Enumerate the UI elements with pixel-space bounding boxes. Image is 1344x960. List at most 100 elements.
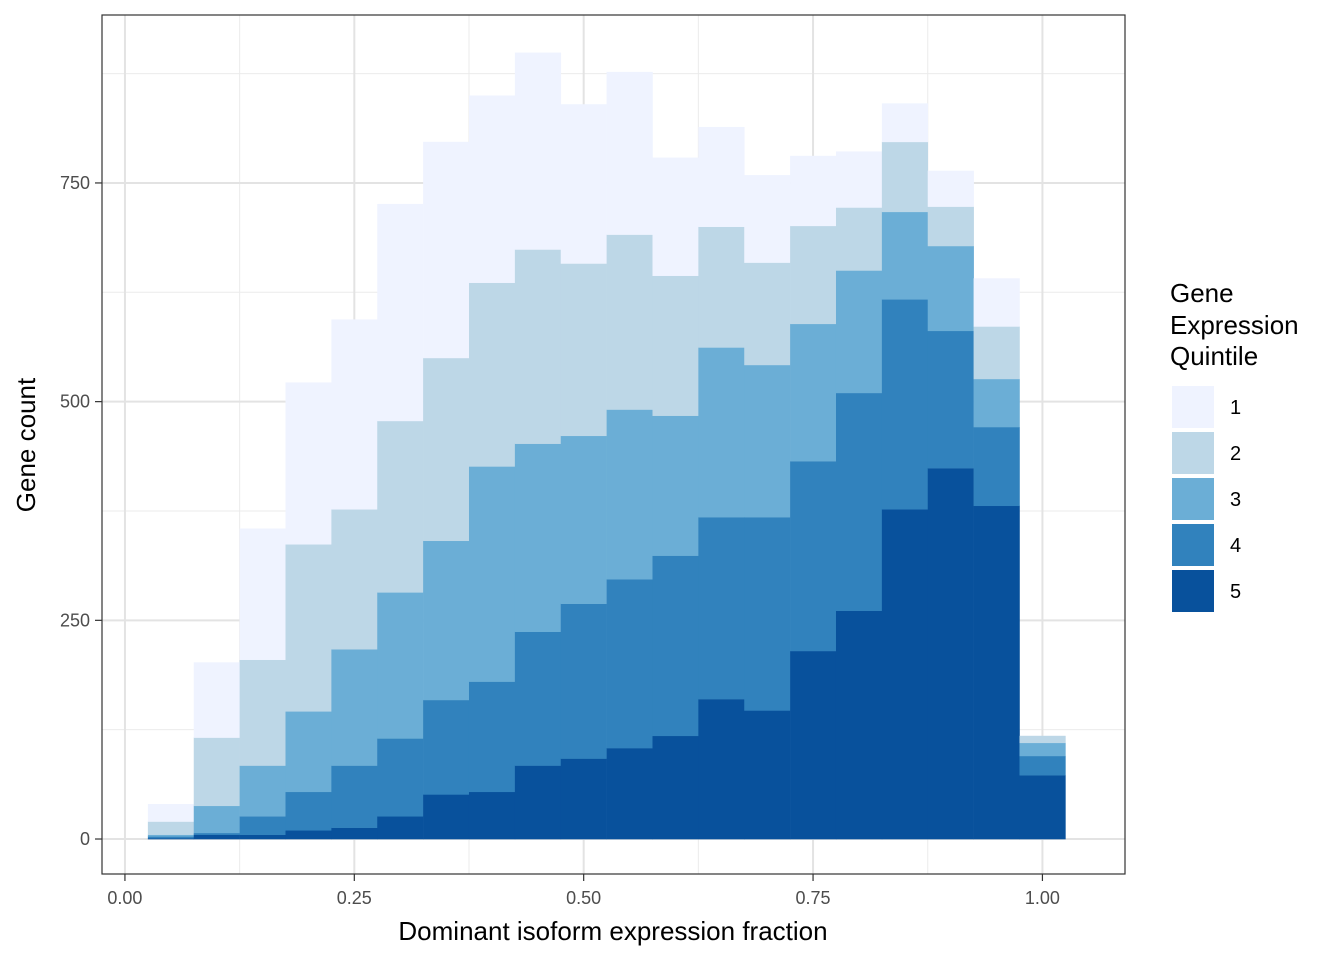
- bar-segment-q3: [881, 211, 929, 300]
- bar-segment-q1: [744, 175, 791, 263]
- legend-keys: 1 2 3 4 5: [1172, 386, 1241, 612]
- bar-segment-q2: [147, 821, 195, 835]
- bar-segment-q3: [377, 592, 424, 739]
- legend-key-label: 1: [1230, 397, 1241, 419]
- legend-key-label: 4: [1230, 535, 1241, 557]
- bar-segment-q4: [881, 299, 929, 510]
- bar-segment-q2: [698, 226, 745, 348]
- legend-key-swatch: [1172, 386, 1214, 428]
- bar-segment-q3: [606, 409, 653, 580]
- bar-segment-q3: [835, 270, 883, 394]
- bar-segment-q1: [698, 126, 745, 227]
- bar-segment-q3: [468, 466, 516, 682]
- bar-segment-q5: [423, 794, 470, 840]
- bar-segment-q4: [423, 699, 470, 795]
- bar-segment-q2: [377, 420, 424, 593]
- bar-segment-q3: [331, 649, 378, 766]
- bar-segment-q3: [560, 435, 607, 605]
- bar-segment-q2: [606, 234, 653, 410]
- bar-segment-q4: [147, 836, 195, 839]
- bar-segment-q5: [147, 838, 195, 840]
- bar-segment-q1: [377, 203, 424, 422]
- legend-title-line-3: Quintile: [1170, 341, 1258, 371]
- bar-segment-q5: [790, 650, 837, 840]
- bar-segment-q4: [239, 816, 286, 835]
- legend-key-swatch: [1172, 432, 1214, 474]
- axis-ticks: 0.00 0.25 0.50 0.75 1.00 0 250 500 750: [60, 173, 1060, 908]
- bar-segment-q1: [468, 95, 516, 283]
- bar-segment-q2: [744, 262, 791, 366]
- bar-segment-q1: [239, 528, 286, 660]
- bar-segment-q1: [514, 52, 562, 250]
- bar-segment-q3: [285, 711, 332, 793]
- bar-segment-q1: [331, 319, 378, 510]
- bar-segment-q1: [790, 155, 837, 227]
- legend-key-swatch: [1172, 524, 1214, 566]
- bar-segment-q4: [285, 791, 332, 831]
- bar-segment-q5: [927, 468, 974, 840]
- bar-segment-q4: [927, 330, 974, 469]
- bar-segment-q5: [377, 816, 424, 840]
- bar-segment-q4: [790, 461, 837, 652]
- bar-segment-q5: [468, 791, 516, 840]
- bar-segment-q4: [835, 392, 883, 612]
- bar-segment-q3: [423, 540, 470, 701]
- bar-segment-q1: [423, 141, 470, 359]
- y-tick-label: 250: [60, 610, 90, 630]
- bar-segment-q4: [514, 631, 562, 766]
- legend-key-swatch: [1172, 478, 1214, 520]
- histogram-bars: [147, 52, 1066, 840]
- bar-segment-q1: [973, 278, 1020, 327]
- x-tick-label: 0.25: [337, 888, 372, 908]
- x-axis-title: Dominant isoform expression fraction: [398, 916, 827, 946]
- legend: Gene Expression Quintile 1 2 3 4 5: [1170, 278, 1299, 612]
- y-tick-label: 0: [80, 829, 90, 849]
- bar-segment-q2: [835, 207, 883, 271]
- bar-segment-q3: [927, 245, 974, 332]
- bar-segment-q5: [835, 610, 883, 840]
- bar-segment-q4: [652, 555, 699, 737]
- bar-segment-q3: [239, 765, 286, 817]
- bar-segment-q2: [927, 206, 974, 247]
- bar-segment-q2: [514, 249, 562, 444]
- y-tick-label: 750: [60, 173, 90, 193]
- bar-segment-q4: [973, 427, 1020, 507]
- bar-segment-q4: [744, 517, 791, 711]
- bar-segment-q2: [239, 659, 286, 766]
- bar-segment-q1: [560, 104, 607, 264]
- legend-key-swatch: [1172, 570, 1214, 612]
- bar-segment-q2: [468, 282, 516, 467]
- bar-segment-q5: [331, 827, 378, 840]
- x-tick-label: 0.50: [566, 888, 601, 908]
- bar-segment-q5: [881, 509, 929, 840]
- bar-segment-q3: [193, 805, 240, 834]
- bar-segment-q1: [652, 157, 699, 276]
- bar-segment-q1: [835, 151, 883, 208]
- bar-segment-q4: [1019, 755, 1066, 776]
- x-tick-label: 1.00: [1025, 888, 1060, 908]
- legend-key-label: 3: [1230, 489, 1241, 511]
- bar-segment-q4: [468, 681, 516, 793]
- bar-segment-q2: [1019, 735, 1066, 744]
- bar-segment-q2: [331, 509, 378, 650]
- bar-segment-q5: [193, 834, 240, 840]
- bar-segment-q3: [514, 443, 562, 632]
- bar-segment-q3: [1019, 742, 1066, 757]
- legend-key-label: 2: [1230, 443, 1241, 465]
- bar-segment-q5: [239, 834, 286, 840]
- bar-segment-q5: [285, 830, 332, 840]
- bar-segment-q4: [606, 579, 653, 749]
- bar-segment-q4: [331, 765, 378, 828]
- bar-segment-q2: [560, 263, 607, 437]
- bar-segment-q5: [560, 758, 607, 840]
- bar-segment-q2: [423, 357, 470, 542]
- bar-segment-q4: [377, 738, 424, 817]
- bar-segment-q5: [606, 748, 653, 840]
- bar-segment-q3: [790, 323, 837, 462]
- x-tick-label: 0.00: [107, 888, 142, 908]
- bar-segment-q2: [881, 141, 929, 213]
- y-axis-title: Gene count: [11, 377, 41, 512]
- bar-segment-q2: [790, 225, 837, 325]
- legend-key-label: 5: [1230, 581, 1241, 603]
